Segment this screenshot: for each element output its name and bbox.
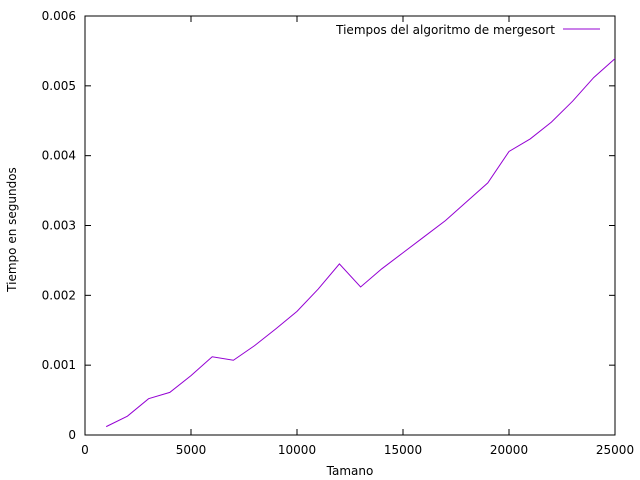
x-tick-label: 0 — [81, 443, 89, 457]
y-tick-label: 0 — [68, 428, 76, 442]
x-axis-ticks: 0 5000 10000 15000 20000 25000 — [81, 16, 634, 457]
x-tick-label: 15000 — [384, 443, 422, 457]
y-tick-label: 0.001 — [42, 358, 76, 372]
y-axis-ticks: 0 0.001 0.002 0.003 0.004 0.005 0.006 — [42, 9, 615, 442]
x-tick-label: 25000 — [596, 443, 634, 457]
y-tick-label: 0.003 — [42, 219, 76, 233]
series-line — [105, 58, 616, 428]
x-tick-label: 5000 — [176, 443, 207, 457]
y-tick-label: 0.006 — [42, 9, 76, 23]
x-tick-label: 20000 — [490, 443, 528, 457]
legend: Tiempos del algoritmo de mergesort — [335, 23, 600, 37]
y-axis-title: Tiempo en segundos — [5, 167, 19, 293]
y-tick-label: 0.004 — [42, 149, 76, 163]
y-tick-label: 0.005 — [42, 79, 76, 93]
x-tick-label: 10000 — [278, 443, 316, 457]
legend-label: Tiempos del algoritmo de mergesort — [335, 23, 555, 37]
y-tick-label: 0.002 — [42, 288, 76, 302]
series-layer — [105, 58, 616, 428]
x-axis-title: Tamano — [326, 464, 374, 478]
plot-frame — [84, 15, 616, 436]
